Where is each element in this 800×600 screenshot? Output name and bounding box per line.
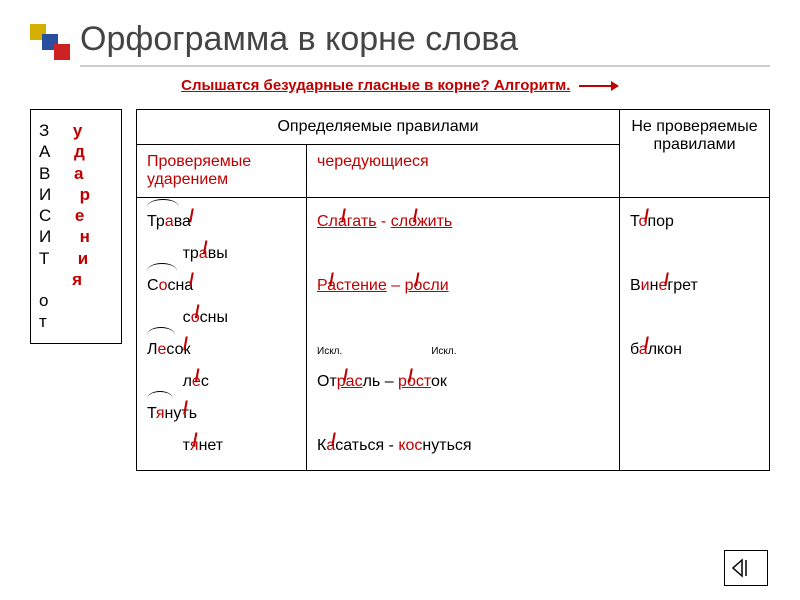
word-rastenie: Растение /	[317, 270, 387, 302]
subtitle-link[interactable]: Слышатся безударные гласные в корне? Алг…	[181, 77, 570, 94]
exception-label: Искл.	[317, 346, 342, 357]
word-sosny: сосны /	[183, 302, 228, 334]
word-trava: Трава /	[147, 206, 191, 238]
word-otrasl: Отрасль /	[317, 366, 380, 398]
table-row: Определяемые правилами Не проверяемые пр…	[137, 110, 770, 145]
word-balkon: балкон /	[630, 334, 682, 366]
word-slagat: Слагать /	[317, 206, 376, 238]
depends-on-stress-box: З у А д В а И р С е И н Т и я о т	[30, 109, 122, 344]
exception-label: Искл.	[431, 346, 456, 357]
cell-not-checked: Топор / Винегрет / балкон /	[620, 198, 770, 471]
logo-icon	[30, 24, 70, 64]
header-not-checked: Не проверяемые правилами	[620, 110, 770, 198]
word-sosna: Сосна /	[147, 270, 193, 302]
content-area: З у А д В а И р С е И н Т и я о т Опреде…	[30, 109, 770, 471]
word-topor: Топор /	[630, 206, 674, 238]
word-kosnutsya: коснуться	[398, 430, 471, 462]
word-kasatsya: Касаться /	[317, 430, 384, 462]
word-rosli: росли /	[405, 270, 449, 302]
arrow-right-icon	[579, 80, 619, 92]
word-rostok: росток /	[398, 366, 447, 398]
word-slozhit: сложить /	[391, 206, 453, 238]
cell-alternating: Слагать / - сложить / Растение / – росли	[307, 198, 620, 471]
cell-checked-by-stress: Трава / травы / Сосна /	[137, 198, 307, 471]
page-title: Орфограмма в корне слова	[80, 20, 770, 67]
subtitle-row: Слышатся безударные гласные в корне? Алг…	[30, 77, 770, 95]
nav-back-button[interactable]	[724, 550, 768, 586]
nav-back-icon	[732, 557, 760, 579]
header-defined-by-rules: Определяемые правилами	[137, 110, 620, 145]
table-row: Трава / травы / Сосна /	[137, 198, 770, 471]
rules-table: Определяемые правилами Не проверяемые пр…	[136, 109, 770, 471]
word-vinegret: Винегрет /	[630, 270, 698, 302]
title-row: Орфограмма в корне слова	[30, 20, 770, 67]
header-checked-by-stress: Проверяемые ударением	[137, 145, 307, 198]
word-lesok: Лесок /	[147, 334, 190, 366]
word-tyanet: тянет /	[183, 430, 224, 462]
slide: Орфограмма в корне слова Слышатся безуда…	[0, 0, 800, 600]
header-alternating: чередующиеся	[307, 145, 620, 198]
word-tyanut: Тянуть /	[147, 398, 197, 430]
